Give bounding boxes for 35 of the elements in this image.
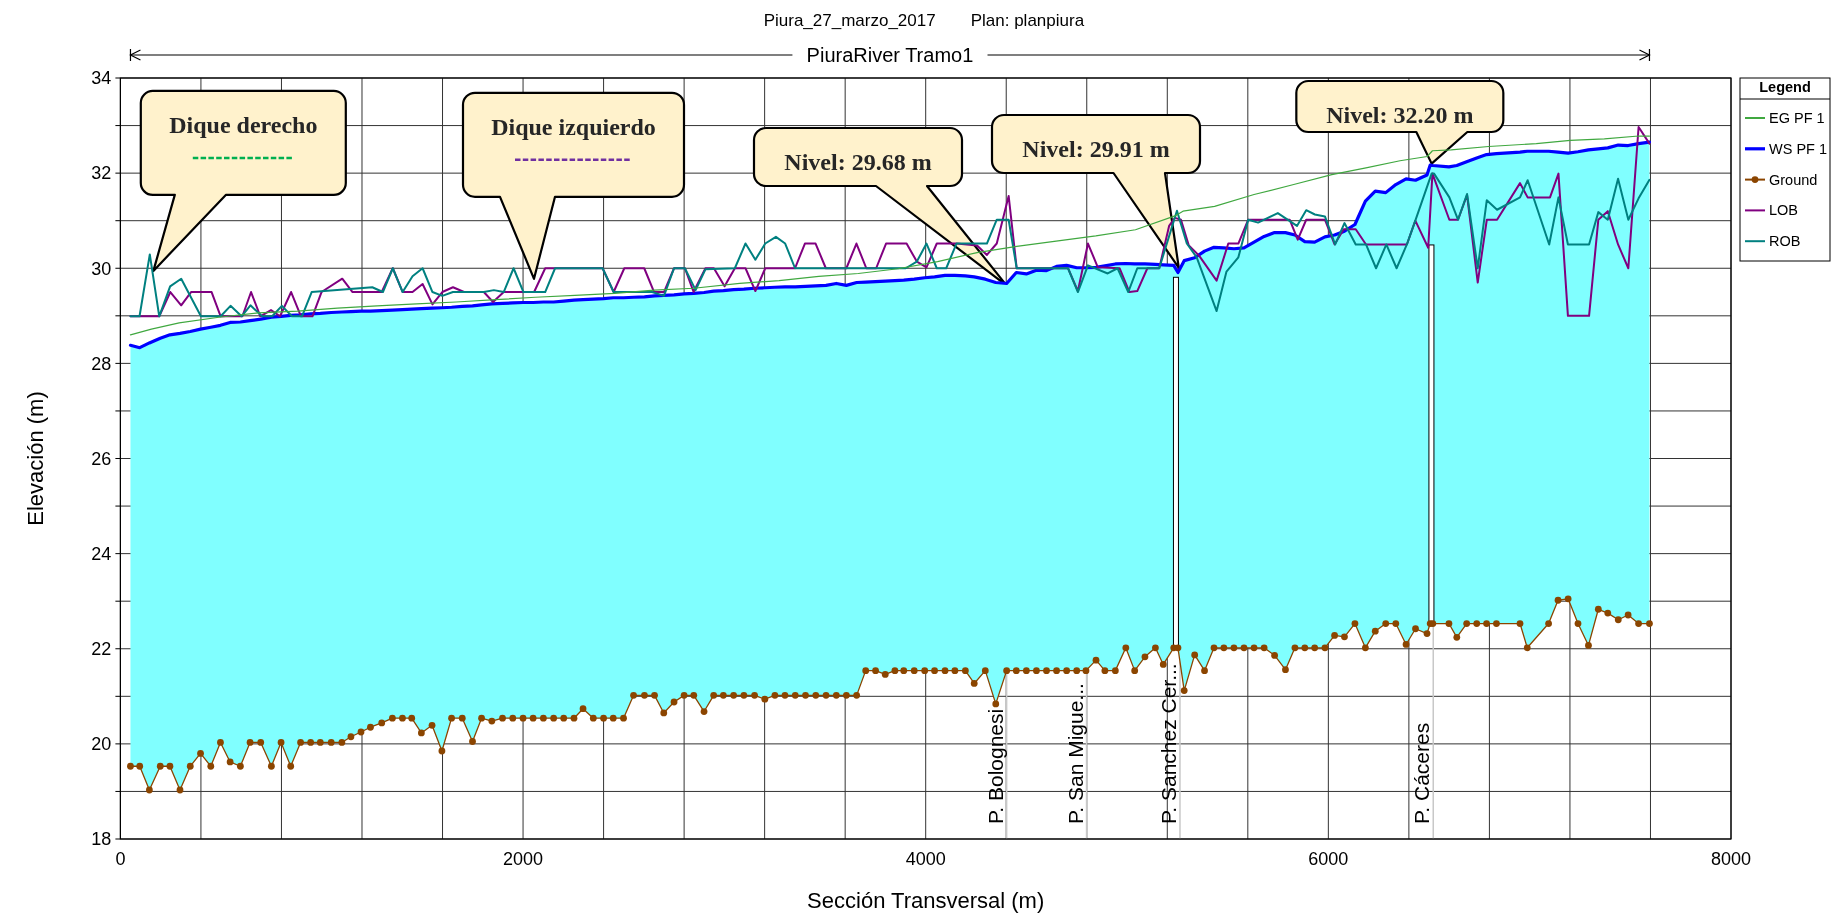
x-tick-label: 2000 (503, 849, 544, 869)
legend-label: Ground (1769, 171, 1818, 188)
y-tick-label: 20 (91, 734, 112, 755)
line-series (129, 172, 1651, 318)
x-axis-title: Sección Transversal (m) (807, 888, 1045, 913)
y-tick-label: 30 (91, 258, 112, 279)
ref-line-label: P. Bolognesi (983, 708, 1007, 824)
y-tick-label: 28 (91, 353, 112, 374)
x-tick-label: 8000 (1710, 849, 1752, 869)
legend-label: WS PF 1 (1769, 140, 1828, 157)
legend-label: ROB (1769, 233, 1801, 250)
y-tick-label: 26 (91, 448, 112, 469)
chart-subtitle: Plan: planpiura (970, 11, 1085, 30)
ref-line-label: P. San Migue... (1063, 683, 1087, 824)
annotation: Nivel: 32.20 m (1326, 102, 1474, 129)
y-tick-label: 34 (91, 68, 112, 89)
chart-title: Piura_27_marzo_2017 (763, 11, 936, 30)
legend-label: EG PF 1 (1769, 110, 1825, 126)
ref-line-label: P. Cáceres (1410, 722, 1434, 824)
y-axis-title: Elevación (m) (23, 391, 48, 526)
x-tick-label: 6000 (1308, 849, 1349, 869)
y-tick-label: 32 (91, 163, 112, 184)
annotation: Dique izquierdo (491, 113, 656, 140)
y-tick-label: 22 (91, 639, 112, 660)
y-tick-label: 18 (91, 829, 112, 850)
x-tick-label: 4000 (905, 849, 946, 869)
annotation: Nivel: 29.68 m (784, 149, 932, 175)
legend-label: LOB (1769, 202, 1799, 219)
ref-line-label: P. Sanchez Cer... (1156, 663, 1180, 824)
annotation: Dique derecho (169, 111, 318, 138)
annotation: Nivel: 29.91 m (1022, 136, 1170, 162)
text: PiuraRiver Tramo1 (806, 44, 974, 66)
legend-title: Legend (1759, 79, 1811, 95)
y-tick-label: 24 (91, 543, 112, 564)
x-tick-label: 0 (115, 849, 126, 869)
